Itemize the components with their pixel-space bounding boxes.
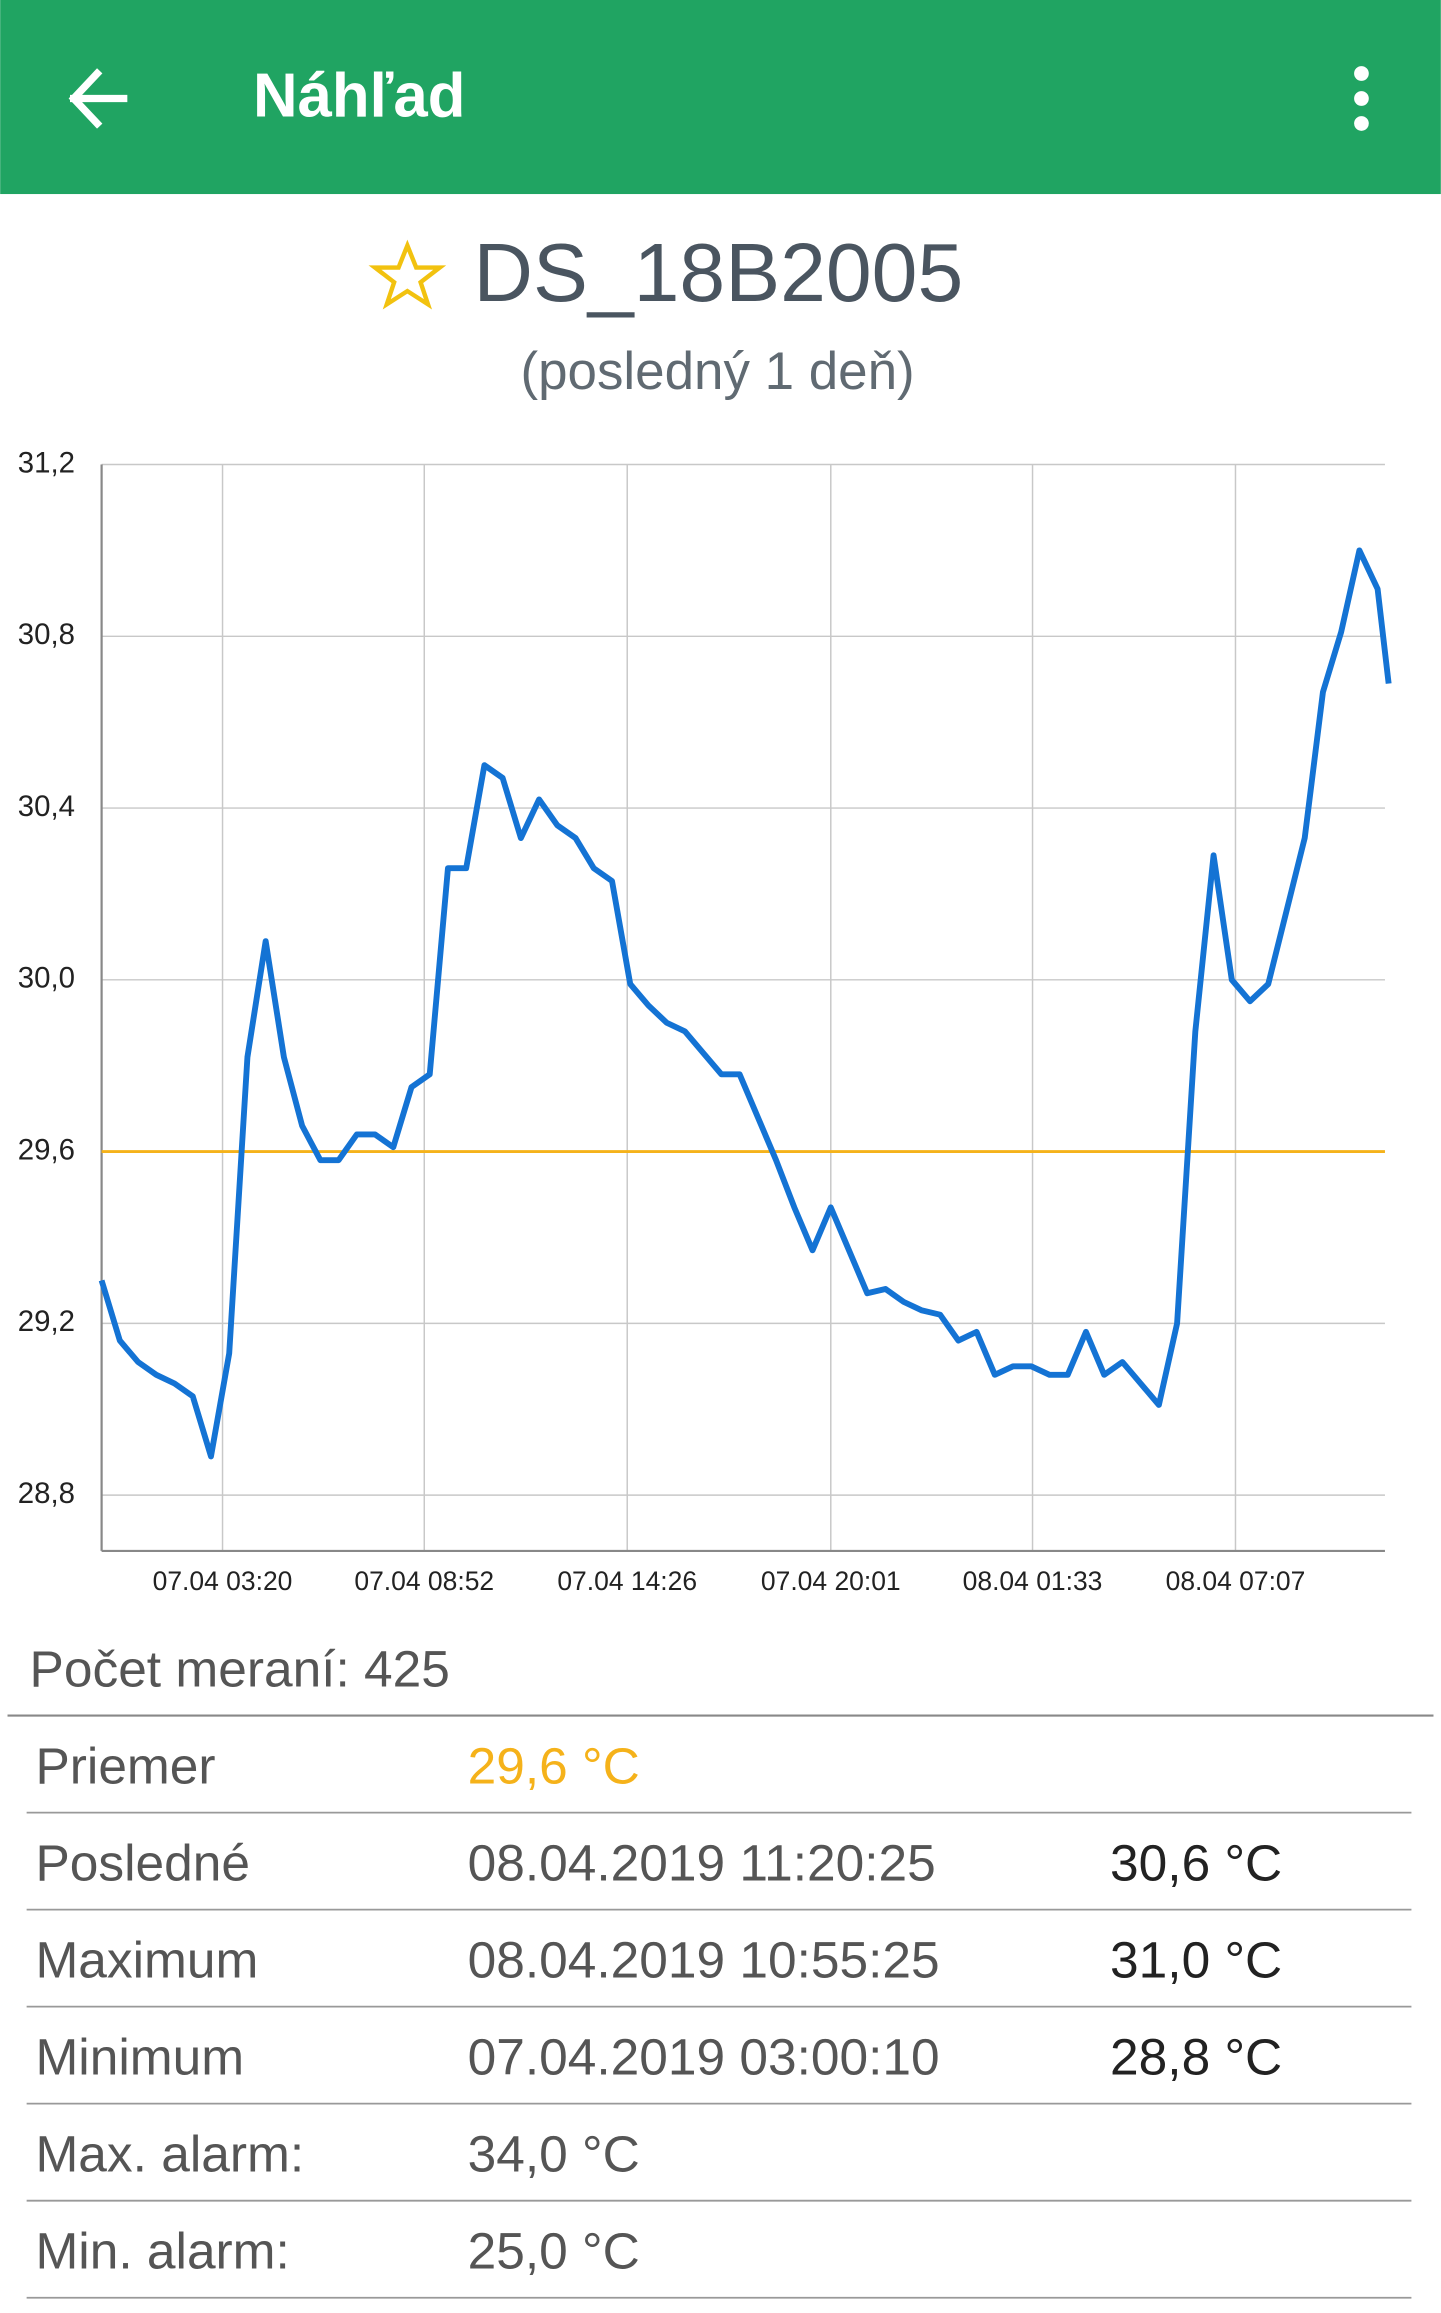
app-bar-title: Náhľad [253, 61, 465, 130]
data-line [98, 547, 1392, 1460]
cell-label: Minimum [35, 2028, 244, 2086]
cell-label: Min. alarm: [35, 2222, 289, 2280]
x-tick-label: 07.04 03:20 [153, 1566, 293, 1596]
cell-value: 25,0 °C [468, 2222, 640, 2280]
sensor-name: DS_18B2005 [474, 227, 964, 319]
cell-value: 29,6 °C [468, 1737, 640, 1795]
x-tick-label: 07.04 20:01 [761, 1566, 901, 1596]
y-tick-label: 29,6 [18, 1133, 75, 1166]
favorite-star[interactable] [368, 239, 447, 310]
y-tick-label: 28,8 [18, 1477, 75, 1510]
cell-label: Priemer [35, 1737, 215, 1795]
cell-value: 31,0 °C [1110, 1931, 1282, 1989]
stats-table: Priemer 29,6 °C Posledné 08.04.2019 11:20:2… [26, 1737, 1412, 2299]
x-tick-label: 08.04 01:33 [963, 1566, 1103, 1596]
cell-value: 30,6 °C [1110, 1834, 1282, 1892]
x-tick-label: 07.04 14:26 [557, 1566, 697, 1596]
x-tick-label: 08.04 07:07 [1166, 1566, 1306, 1596]
x-tick-label: 07.04 08:52 [354, 1566, 494, 1596]
cell-label: Maximum [35, 1931, 258, 1989]
y-tick-label: 30,4 [18, 790, 75, 823]
cell-value: 08.04.2019 10:55:25 [468, 1931, 940, 1989]
period: (posledný 1 deň) [520, 342, 914, 401]
y-tick-label: 29,2 [18, 1305, 75, 1338]
chart: 28,8 29,2 29,6 30,0 30,4 30,8 31,2 07.04 03:20 0… [18, 446, 1392, 1596]
cell-label: Max. alarm: [35, 2125, 304, 2183]
back-button[interactable] [68, 68, 128, 129]
y-tick-label: 30,0 [18, 962, 75, 995]
overflow-menu[interactable] [1354, 66, 1369, 131]
cell-value: 08.04.2019 11:20:25 [468, 1834, 936, 1892]
cell-value: 28,8 °C [1110, 2028, 1282, 2086]
cell-label: Posledné [35, 1834, 250, 1892]
measure-count: Počet meraní: 425 [30, 1640, 450, 1698]
y-tick-label: 30,8 [18, 618, 75, 651]
cell-value: 34,0 °C [468, 2125, 640, 2183]
cell-value: 07.04.2019 03:00:10 [468, 2028, 940, 2086]
app-bar [0, 0, 1441, 195]
y-tick-label: 31,2 [18, 446, 75, 479]
